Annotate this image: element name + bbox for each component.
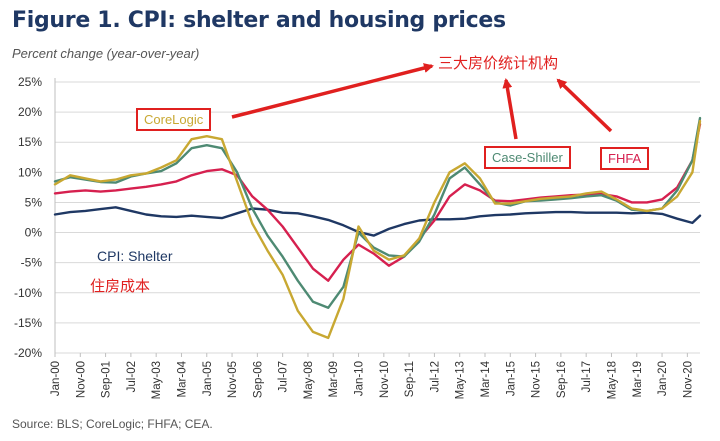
y-tick-label: 10%	[18, 165, 42, 179]
x-tick-label: Nov-10	[379, 361, 391, 398]
x-tick-label: Mar-09	[328, 361, 340, 397]
y-tick-label: -15%	[14, 316, 42, 330]
corelogic-label: CoreLogic	[136, 108, 212, 131]
x-tick-label: Sep-01	[101, 361, 113, 398]
y-tick-label: 5%	[25, 195, 43, 209]
series-line-corelogic	[53, 119, 702, 340]
y-tick-label: 25%	[18, 75, 42, 89]
x-tick-label: Nov-00	[75, 361, 87, 398]
annotation-arrows	[231, 63, 613, 140]
x-tick-label: May-08	[303, 361, 315, 399]
x-tick-label: Jan-20	[657, 361, 669, 396]
source-note: Source: BLS; CoreLogic; FHFA; CEA.	[12, 417, 213, 431]
y-tick-label: 0%	[25, 226, 43, 240]
x-tick-label: Sep-11	[404, 361, 416, 397]
series-line-cpi-shelter	[53, 206, 702, 237]
fhfa-label: FHFA	[600, 147, 650, 170]
x-tick-label: Nov-15	[531, 361, 543, 398]
page-title: Figure 1. CPI: shelter and housing price…	[12, 8, 506, 33]
x-tick-label: Mar-04	[176, 360, 188, 397]
x-tick-label: Nov-20	[682, 361, 694, 398]
y-tick-label: 20%	[18, 105, 42, 119]
arrow-case-shiller	[502, 78, 518, 140]
series-line-case-shiller	[53, 116, 702, 309]
x-tick-label: Sep-16	[556, 361, 568, 398]
x-tick-label: Sep-06	[252, 361, 264, 398]
x-tick-label: Jul-17	[581, 361, 593, 392]
x-tick-label: Jan-15	[505, 361, 517, 396]
x-tick-label: Nov-05	[227, 361, 239, 398]
arrow-fhfa	[556, 78, 613, 133]
y-tick-label: 15%	[18, 135, 42, 149]
x-tick-label: Mar-14	[480, 360, 492, 397]
x-tick-label: Jan-00	[50, 361, 62, 396]
y-tick-label: -20%	[14, 346, 42, 360]
case-shiller-label: Case-Shiller	[484, 146, 571, 169]
x-tick-label: Jul-07	[278, 361, 290, 392]
series-line-fhfa	[53, 122, 702, 282]
axis-subtitle: Percent change (year-over-year)	[12, 46, 200, 61]
x-tick-label: Mar-19	[632, 361, 644, 397]
housing-cost-annotation: 住房成本	[90, 277, 151, 295]
x-tick-label: Jul-12	[429, 361, 441, 392]
arrow-corelogic	[231, 63, 434, 119]
x-tick-label: May-18	[606, 361, 618, 399]
x-tick-label: May-03	[151, 361, 163, 399]
x-tick-label: Jan-05	[202, 361, 214, 396]
y-tick-label: -10%	[14, 286, 42, 300]
x-tick-label: May-13	[455, 361, 467, 399]
x-tick-label: Jul-02	[126, 361, 138, 392]
x-tick-label: Jan-10	[354, 361, 366, 396]
agencies-annotation: 三大房价统计机构	[438, 54, 559, 72]
y-tick-label: -5%	[21, 256, 43, 270]
cpi-shelter-label: CPI: Shelter	[97, 248, 173, 264]
